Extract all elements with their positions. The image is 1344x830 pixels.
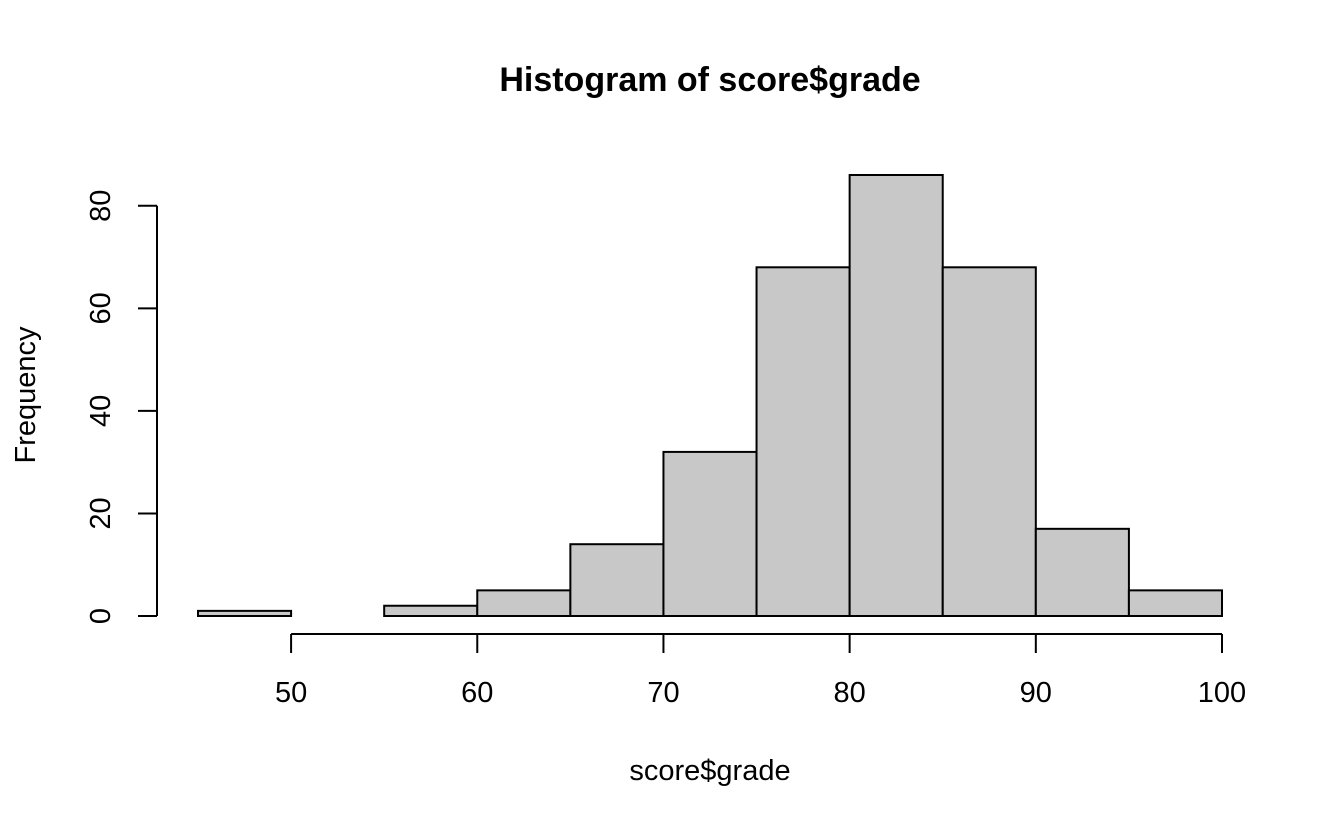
y-axis: 0 20 40 60 80 — [85, 190, 158, 624]
histogram-bar — [662, 450, 758, 617]
histogram-bar — [569, 543, 665, 617]
x-tick-label: 70 — [647, 677, 679, 709]
histogram-bar — [941, 266, 1037, 617]
y-tick-label: 20 — [85, 497, 117, 529]
chart-title: Histogram of score$grade — [499, 61, 920, 99]
histogram-bar — [1127, 589, 1223, 618]
y-tick-label: 0 — [85, 608, 117, 624]
y-tick-label: 60 — [85, 292, 117, 324]
x-tick-label: 50 — [275, 677, 307, 709]
histogram-bar — [1034, 527, 1130, 617]
x-tick-label: 100 — [1198, 677, 1246, 709]
y-axis-label: Frequency — [10, 326, 42, 464]
bars-group — [197, 174, 1223, 618]
histogram-bar — [476, 589, 572, 618]
x-axis: 50 60 70 80 90 100 — [275, 633, 1246, 709]
x-tick-label: 80 — [834, 677, 866, 709]
histogram-bar — [383, 604, 479, 618]
y-tick-label: 80 — [85, 190, 117, 222]
histogram-bar — [755, 266, 851, 617]
x-tick-label: 90 — [1020, 677, 1052, 709]
x-axis-label: score$grade — [629, 755, 790, 787]
y-tick-label: 40 — [85, 395, 117, 427]
x-tick-label: 60 — [461, 677, 493, 709]
histogram-bar — [197, 609, 293, 617]
histogram-bar — [848, 174, 944, 617]
